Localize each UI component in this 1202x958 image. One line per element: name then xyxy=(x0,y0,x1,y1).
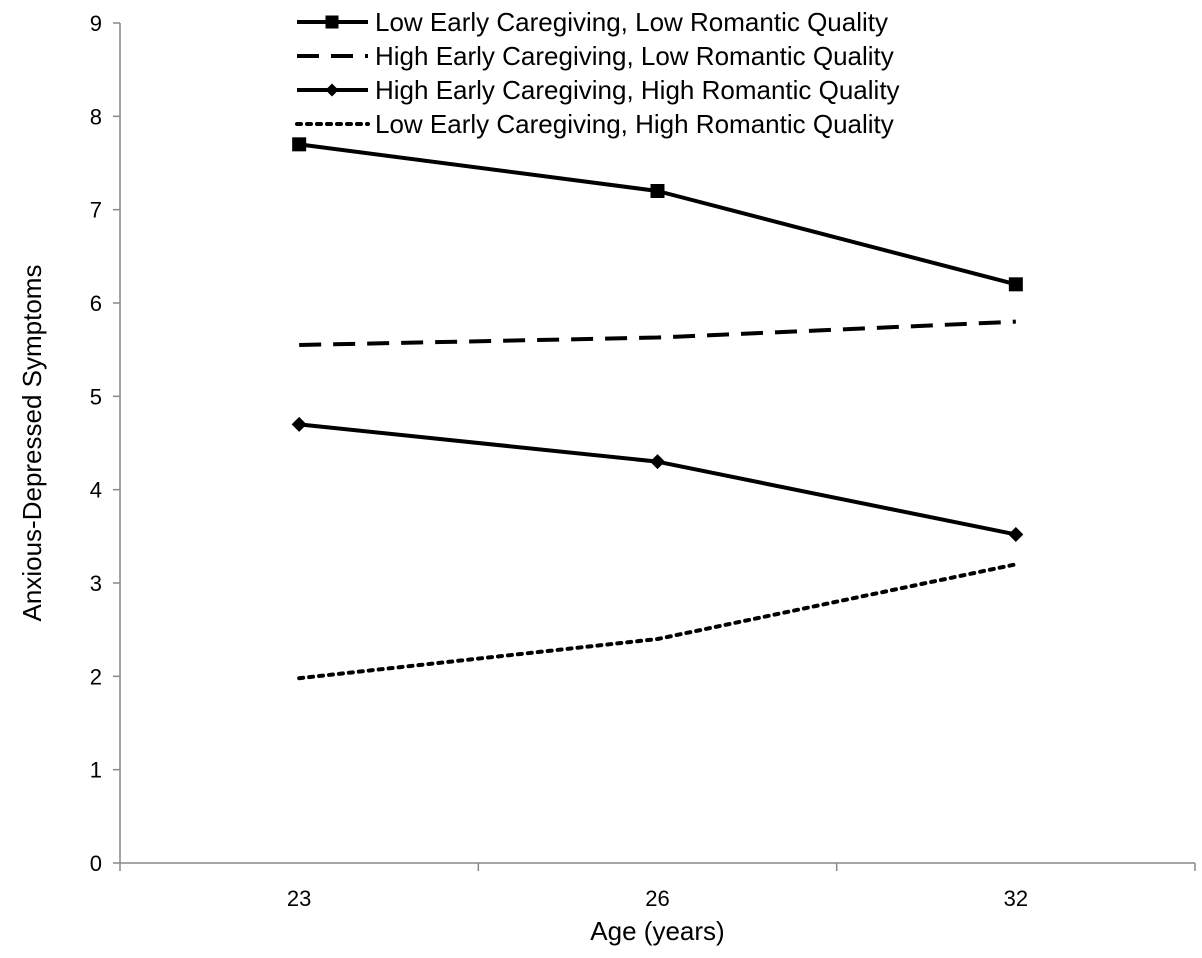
legend-item: Low Early Caregiving, High Romantic Qual… xyxy=(295,109,894,139)
data-point-marker xyxy=(291,416,307,432)
y-tick-label: 3 xyxy=(90,571,102,596)
chart-series xyxy=(291,137,1024,681)
y-tick-label: 9 xyxy=(90,11,102,36)
legend-label: Low Early Caregiving, Low Romantic Quali… xyxy=(375,7,888,37)
y-tick-label: 4 xyxy=(90,478,102,503)
series-line xyxy=(298,142,1017,287)
legend-marker xyxy=(325,83,339,97)
data-point-marker xyxy=(1008,526,1024,542)
chart-legend: Low Early Caregiving, Low Romantic Quali… xyxy=(295,7,900,139)
legend-item: High Early Caregiving, High Romantic Qua… xyxy=(297,75,900,105)
x-axis-title: Age (years) xyxy=(590,916,724,946)
y-tick-label: 7 xyxy=(90,198,102,223)
legend-label: High Early Caregiving, High Romantic Qua… xyxy=(375,75,900,105)
series-line xyxy=(299,319,1016,347)
y-tick-label: 0 xyxy=(90,851,102,876)
legend-label: Low Early Caregiving, High Romantic Qual… xyxy=(375,109,894,139)
y-tick-label: 2 xyxy=(90,664,102,689)
x-tick-label: 32 xyxy=(1004,886,1028,911)
legend-label: High Early Caregiving, Low Romantic Qual… xyxy=(375,41,894,71)
data-point-marker xyxy=(292,137,307,152)
y-tick-label: 5 xyxy=(90,384,102,409)
y-axis-title: Anxious-Depressed Symptoms xyxy=(17,265,47,622)
y-tick-label: 6 xyxy=(90,291,102,316)
y-tick-label: 8 xyxy=(90,104,102,129)
series-line xyxy=(297,562,1018,681)
series-3 xyxy=(291,416,1024,542)
series-1 xyxy=(292,137,1023,292)
y-tick-label: 1 xyxy=(90,758,102,783)
x-tick-label: 26 xyxy=(645,886,669,911)
data-point-marker xyxy=(650,454,665,470)
legend-marker xyxy=(325,15,339,29)
x-tick-label: 23 xyxy=(287,886,311,911)
series-2 xyxy=(299,319,1016,347)
series-line xyxy=(298,422,1017,537)
legend-item: High Early Caregiving, Low Romantic Qual… xyxy=(297,41,894,71)
legend-item: Low Early Caregiving, Low Romantic Quali… xyxy=(297,7,888,37)
series-4 xyxy=(297,562,1018,681)
data-point-marker xyxy=(1008,277,1023,292)
data-point-marker xyxy=(650,184,665,198)
